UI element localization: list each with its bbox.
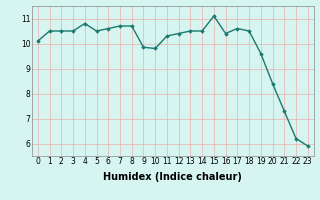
X-axis label: Humidex (Indice chaleur): Humidex (Indice chaleur) — [103, 172, 242, 182]
